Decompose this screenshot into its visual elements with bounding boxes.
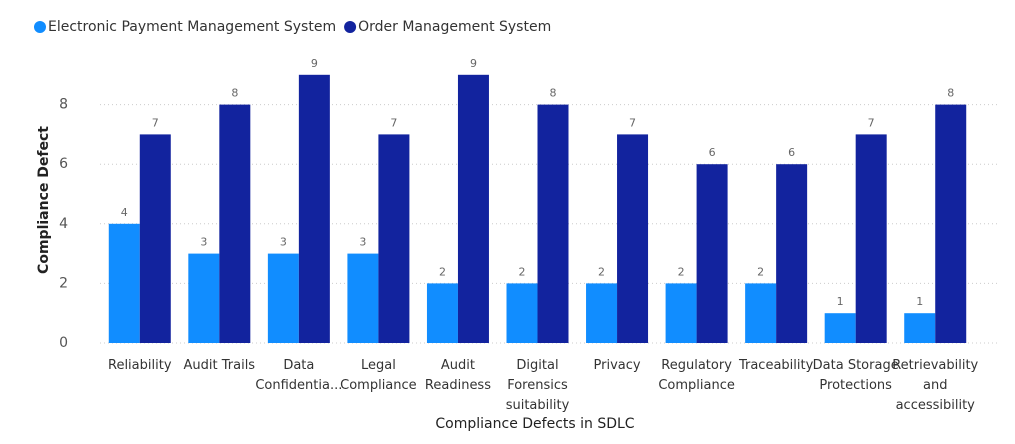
x-tick-label: Privacy bbox=[594, 358, 641, 373]
bar bbox=[219, 104, 251, 343]
bar bbox=[506, 283, 538, 343]
value-label: 2 bbox=[678, 265, 685, 278]
legend-label: Electronic Payment Management System bbox=[48, 19, 336, 35]
y-tick-label: 6 bbox=[59, 156, 68, 172]
x-tick-label: Audit Trails bbox=[184, 358, 256, 373]
x-tick-label: Regulatory Compliance bbox=[658, 358, 735, 393]
value-label: 3 bbox=[359, 236, 366, 249]
x-tick-label: Data Storage Protections bbox=[813, 358, 899, 393]
value-label: 2 bbox=[757, 265, 764, 278]
bar bbox=[696, 164, 728, 343]
x-tick-label: Audit Readiness bbox=[425, 358, 491, 393]
bar bbox=[904, 313, 936, 343]
value-label: 8 bbox=[947, 87, 954, 100]
bar bbox=[108, 223, 140, 343]
y-tick-label: 2 bbox=[59, 275, 68, 291]
bar bbox=[665, 283, 697, 343]
bar bbox=[586, 283, 618, 343]
legend-label: Order Management System bbox=[358, 19, 551, 35]
bar bbox=[267, 253, 299, 343]
legend-marker bbox=[34, 21, 46, 33]
bar bbox=[298, 74, 330, 344]
x-tick-label: Legal Compliance bbox=[340, 358, 417, 393]
bar bbox=[457, 74, 489, 344]
y-tick-label: 0 bbox=[59, 335, 68, 351]
value-label: 7 bbox=[152, 116, 159, 129]
value-label: 2 bbox=[519, 265, 526, 278]
bar bbox=[935, 104, 967, 343]
legend-marker bbox=[344, 21, 357, 33]
value-label: 7 bbox=[868, 116, 875, 129]
value-label: 9 bbox=[311, 57, 318, 70]
y-tick-label: 4 bbox=[59, 216, 68, 232]
y-axis-title: Compliance Defect bbox=[36, 126, 52, 274]
x-tick-label: Retrievability and accessibility bbox=[892, 358, 978, 413]
bar bbox=[617, 134, 649, 343]
value-label: 1 bbox=[916, 295, 923, 308]
bar bbox=[776, 164, 808, 343]
x-tick-label: Digital Forensics suitability bbox=[506, 358, 570, 413]
value-label: 3 bbox=[280, 236, 287, 249]
bar bbox=[824, 313, 856, 343]
x-tick-label: Reliability bbox=[108, 358, 172, 373]
value-label: 8 bbox=[550, 87, 557, 100]
bar bbox=[378, 134, 410, 343]
x-axis-title: Compliance Defects in SDLC bbox=[435, 416, 634, 432]
value-label: 7 bbox=[629, 116, 636, 129]
value-label: 4 bbox=[121, 206, 128, 219]
value-label: 7 bbox=[390, 116, 397, 129]
y-tick-label: 8 bbox=[59, 97, 68, 113]
bar bbox=[537, 104, 569, 343]
value-label: 8 bbox=[231, 87, 238, 100]
bar bbox=[139, 134, 171, 343]
value-label: 1 bbox=[837, 295, 844, 308]
bar bbox=[188, 253, 220, 343]
value-label: 6 bbox=[788, 146, 795, 159]
value-label: 2 bbox=[439, 265, 446, 278]
x-tick-label: Traceability bbox=[738, 358, 814, 373]
bar bbox=[426, 283, 458, 343]
bar bbox=[347, 253, 379, 343]
value-label: 3 bbox=[200, 236, 207, 249]
bar bbox=[745, 283, 777, 343]
value-label: 6 bbox=[709, 146, 716, 159]
bar bbox=[855, 134, 887, 343]
value-label: 9 bbox=[470, 57, 477, 70]
x-tick-label: Data Confidentia... bbox=[255, 358, 342, 393]
value-label: 2 bbox=[598, 265, 605, 278]
